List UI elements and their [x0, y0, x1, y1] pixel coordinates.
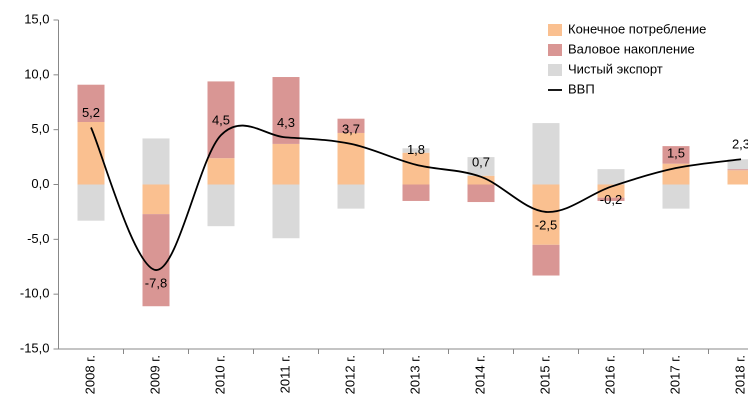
bar-segment	[272, 77, 300, 144]
bar-segment	[532, 123, 560, 185]
data-label: 4,3	[277, 115, 295, 130]
y-tick-label: -15,0	[20, 340, 50, 355]
bar-segment	[142, 184, 170, 215]
bar-segment	[77, 184, 105, 221]
bar-segment	[467, 175, 495, 185]
bar-segment	[142, 138, 170, 185]
y-tick-label: -5,0	[27, 231, 49, 246]
bar-segment	[142, 214, 170, 307]
bar-segment	[467, 184, 495, 203]
bar-segment	[727, 170, 748, 185]
legend-swatch	[548, 64, 562, 76]
bar-segment	[467, 157, 495, 176]
bar-segment	[662, 146, 690, 164]
bar-segment	[337, 118, 365, 133]
data-label: -7,8	[145, 275, 167, 290]
data-label: 1,5	[667, 145, 685, 160]
bar-segment	[532, 184, 560, 245]
bar-segment	[402, 148, 430, 153]
bar-segment	[597, 184, 625, 198]
data-label: 4,5	[212, 113, 230, 128]
bar-segment	[402, 184, 430, 201]
bar-segment	[402, 152, 430, 185]
legend-swatch	[548, 24, 562, 36]
data-label: 0,7	[472, 154, 490, 169]
bar-segment	[337, 184, 365, 209]
y-tick-label: 10,0	[24, 66, 49, 81]
y-tick-label: 5,0	[31, 121, 49, 136]
x-tick-label: 2013 г.	[407, 355, 422, 394]
x-tick-label: 2012 г.	[342, 355, 357, 394]
data-label: 5,2	[82, 105, 100, 120]
bar-segment	[662, 184, 690, 209]
legend-swatch	[548, 44, 562, 56]
legend-label: Конечное потребление	[568, 21, 706, 36]
data-label: 1,8	[407, 142, 425, 157]
x-tick-label: 2011 г.	[277, 355, 292, 393]
legend-label: Валовое накопление	[568, 41, 695, 56]
bar-segment	[272, 184, 300, 239]
legend-label: Чистый экспорт	[568, 61, 663, 76]
x-tick-label: 2017 г.	[667, 355, 682, 394]
x-tick-label: 2016 г.	[602, 355, 617, 394]
y-tick-label: -10,0	[20, 286, 50, 301]
gdp-line	[90, 124, 742, 271]
y-tick-label: 0,0	[31, 176, 49, 191]
bar-segment	[272, 143, 300, 185]
x-tick-label: 2018 г.	[732, 355, 747, 394]
x-tick-label: 2008 г.	[82, 355, 97, 394]
data-label: 3,7	[342, 121, 360, 136]
bar-segment	[532, 244, 560, 276]
data-label: -0,2	[600, 192, 622, 207]
legend-label: ВВП	[568, 81, 595, 96]
data-label: 2,3	[732, 137, 748, 152]
bar-segment	[727, 159, 748, 170]
bar-segment	[207, 184, 235, 227]
bar-segment	[207, 81, 235, 159]
bar-segment	[597, 197, 625, 201]
bar-segment	[77, 84, 105, 122]
bar-segment	[337, 132, 365, 185]
bar-segment	[207, 158, 235, 185]
bar-segment	[597, 169, 625, 185]
x-tick-label: 2009 г.	[147, 355, 162, 394]
data-label: -2,5	[535, 217, 557, 232]
bar-segment	[727, 169, 748, 171]
y-tick-label: 15,0	[24, 11, 49, 26]
x-tick-label: 2015 г.	[537, 355, 552, 394]
x-tick-label: 2014 г.	[472, 355, 487, 394]
x-tick-label: 2010 г.	[212, 355, 227, 394]
